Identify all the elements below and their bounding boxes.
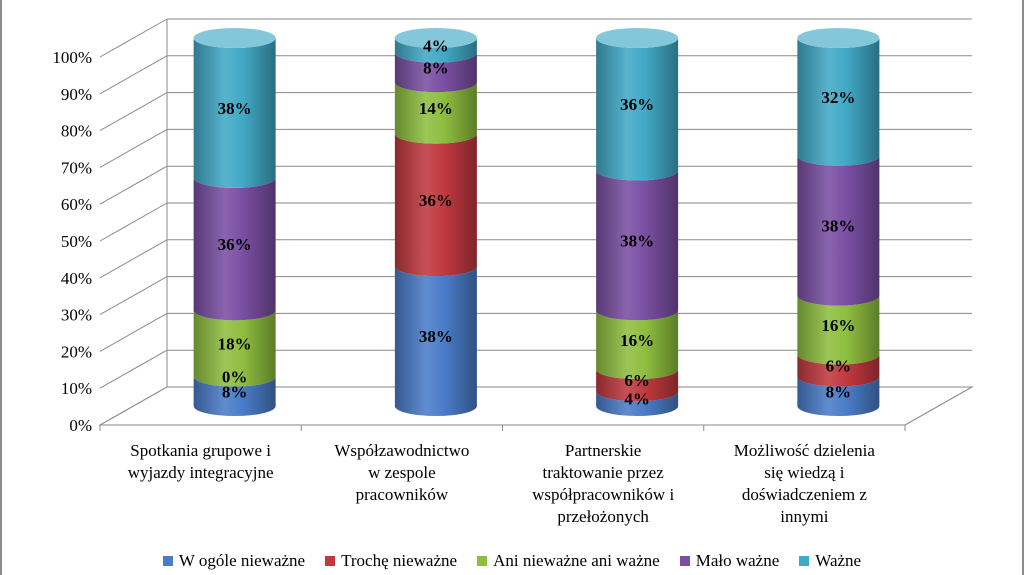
cylinder-segment-troch-niewa-ne-partnerskie [596, 369, 679, 402]
gridline-depth [99, 276, 168, 316]
y-tick-label: 70% [61, 158, 92, 177]
legend-item-troch-niewa-ne: Trochę nieważne [325, 551, 457, 571]
y-tick-label: 80% [61, 122, 92, 141]
gridline-depth [99, 92, 168, 132]
gridline-depth [99, 165, 168, 205]
legend-label: Ani nieważne ani ważne [493, 551, 660, 570]
data-label-ma-o-wa-ne-partnerskie: 38% [620, 231, 654, 250]
legend-item-wa-ne: Ważne [799, 551, 861, 571]
gridline-depth [99, 312, 168, 352]
cylinder-segment-troch-niewa-ne-mo-liwo-dzielenia [797, 354, 880, 387]
data-label-w-og-le-niewa-ne-spotkania-grupowe-i: 8% [222, 382, 248, 401]
data-label-wa-ne-wsp-zawodnictwo: 4% [423, 36, 449, 55]
gridline-depth [99, 128, 168, 168]
cylinder-top-spotkania-grupowe-i [193, 28, 276, 48]
cylinder-segment-wa-ne-mo-liwo-dzielenia [797, 38, 880, 166]
legend-item-ani-niewa-ne-ani-wa-ne: Ani nieważne ani ważne [477, 551, 660, 571]
legend-swatch [325, 556, 336, 566]
data-label-ani-niewa-ne-ani-wa-ne-wsp-zawodnictwo: 14% [419, 99, 453, 118]
x-category-label: współpracowników i [532, 485, 674, 504]
data-label-troch-niewa-ne-mo-liwo-dzielenia: 6% [826, 357, 852, 376]
data-label-wa-ne-partnerskie: 36% [620, 95, 654, 114]
gridline-depth [99, 18, 168, 58]
cylinder-segment-ani-niewa-ne-ani-wa-ne-wsp-zawodnictwo [394, 82, 477, 144]
data-label-troch-niewa-ne-partnerskie: 6% [624, 371, 650, 390]
x-category-label: Możliwość dzielenia [734, 441, 876, 460]
data-label-ani-niewa-ne-ani-wa-ne-mo-liwo-dzielenia: 16% [821, 316, 855, 335]
x-category-label: się wiedzą i [764, 463, 845, 482]
data-label-troch-niewa-ne-wsp-zawodnictwo: 36% [419, 191, 453, 210]
y-tick-label: 60% [61, 195, 92, 214]
legend-label: W ogóle nieważne [178, 551, 306, 570]
gridline-depth [99, 239, 168, 279]
data-label-w-og-le-niewa-ne-mo-liwo-dzielenia: 8% [826, 382, 852, 401]
cylinder-segment-w-og-le-niewa-ne-wsp-zawodnictwo [394, 266, 477, 417]
x-category-label: Spotkania grupowe i [130, 441, 271, 460]
cylinder-segment-wa-ne-spotkania-grupowe-i [193, 38, 276, 188]
floor-edge [904, 386, 973, 426]
x-category-label: przełożonych [557, 507, 649, 526]
chart-legend: W ogóle nieważne Trochę nieważne Ani niewa… [0, 548, 1024, 574]
data-label-w-og-le-niewa-ne-partnerskie: 4% [624, 390, 650, 409]
x-category-label: doświadczeniem z [742, 485, 868, 504]
cylinder-segment-ma-o-wa-ne-spotkania-grupowe-i [193, 177, 276, 321]
cylinder-segment-ma-o-wa-ne-wsp-zawodnictwo [394, 52, 477, 93]
cylinder-segment-ani-niewa-ne-ani-wa-ne-partnerskie [596, 310, 679, 380]
data-label-wa-ne-spotkania-grupowe-i: 38% [218, 99, 252, 118]
y-tick-label: 0% [69, 416, 92, 435]
data-label-ani-niewa-ne-ani-wa-ne-spotkania-grupowe-i: 18% [218, 334, 252, 353]
gridline-depth [99, 386, 168, 426]
x-category-label: Partnerskie [565, 441, 641, 460]
cylinder-segment-ma-o-wa-ne-partnerskie [596, 170, 679, 321]
data-label-ma-o-wa-ne-spotkania-grupowe-i: 36% [218, 235, 252, 254]
data-label-w-og-le-niewa-ne-wsp-zawodnictwo: 38% [419, 327, 453, 346]
x-category-label: wyjazdy integracyjne [128, 463, 274, 482]
cylinder-segment-w-og-le-niewa-ne-mo-liwo-dzielenia [797, 376, 880, 417]
legend-item-w-og-le-niewa-ne: W ogóle nieważne [162, 551, 306, 571]
data-label-ani-niewa-ne-ani-wa-ne-partnerskie: 16% [620, 331, 654, 350]
y-tick-label: 30% [61, 306, 92, 325]
y-tick-label: 50% [61, 232, 92, 251]
cylinder-segment-ma-o-wa-ne-mo-liwo-dzielenia [797, 155, 880, 306]
x-category-label: pracowników [356, 485, 449, 504]
y-tick-label: 90% [61, 85, 92, 104]
cylinder-top-wsp-zawodnictwo [394, 28, 477, 48]
legend-label: Mało ważne [695, 551, 780, 570]
legend-label: Ważne [815, 551, 862, 570]
data-label-wa-ne-mo-liwo-dzielenia: 32% [821, 88, 855, 107]
legend-swatch [799, 556, 810, 566]
cylinder-top-mo-liwo-dzielenia [797, 28, 880, 48]
cylinder-segment-wa-ne-wsp-zawodnictwo [394, 38, 477, 63]
cylinder-segment-ani-niewa-ne-ani-wa-ne-spotkania-grupowe-i [193, 310, 276, 387]
gridline-depth [99, 55, 168, 95]
cylinder-segment-wa-ne-partnerskie [596, 38, 679, 181]
y-tick-label: 40% [61, 269, 92, 288]
cylinder-top-partnerskie [596, 28, 679, 48]
legend-swatch [679, 556, 690, 566]
cylinder-segment-troch-niewa-ne-wsp-zawodnictwo [394, 133, 477, 277]
x-category-label: w zespole [368, 463, 436, 482]
gridline-depth [99, 202, 168, 242]
x-category-label: Współzawodnictwo [334, 441, 469, 460]
cylinder-segment-w-og-le-niewa-ne-spotkania-grupowe-i [193, 376, 276, 417]
y-tick-label: 10% [61, 379, 92, 398]
data-label-ma-o-wa-ne-wsp-zawodnictwo: 8% [423, 58, 449, 77]
legend-item-ma-o-wa-ne: Mało ważne [679, 551, 780, 571]
x-category-label: traktowanie przez [542, 463, 664, 482]
y-tick-label: 20% [61, 342, 92, 361]
legend-swatch [477, 556, 488, 566]
data-label-ma-o-wa-ne-mo-liwo-dzielenia: 38% [821, 217, 855, 236]
legend-swatch [162, 556, 173, 566]
x-category-label: innymi [780, 507, 828, 526]
gridline-depth [99, 349, 168, 389]
cylinder-segment-w-og-le-niewa-ne-partnerskie [596, 391, 679, 416]
data-label-troch-niewa-ne-spotkania-grupowe-i: 0% [222, 368, 248, 387]
legend-label: Trochę nieważne [341, 551, 458, 570]
cylinder-segment-ani-niewa-ne-ani-wa-ne-mo-liwo-dzielenia [797, 295, 880, 365]
y-tick-label: 100% [52, 48, 92, 67]
